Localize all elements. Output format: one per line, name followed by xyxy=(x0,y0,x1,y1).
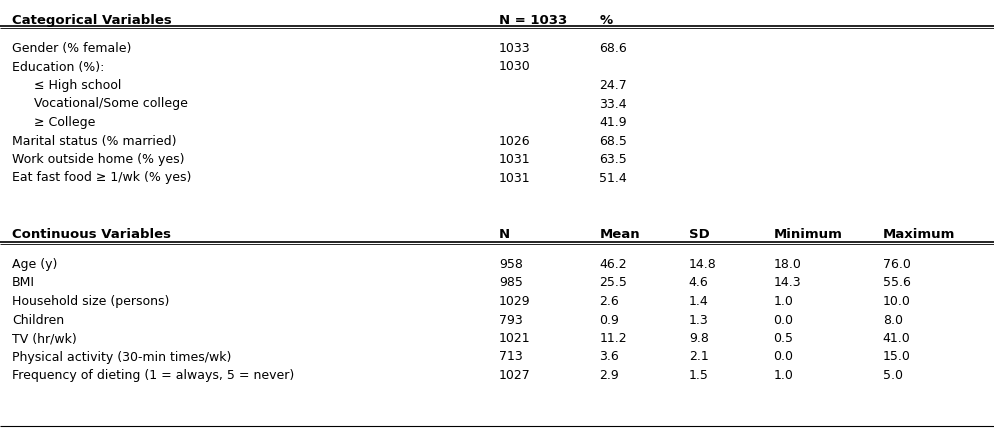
Text: BMI: BMI xyxy=(12,276,35,290)
Text: Education (%):: Education (%): xyxy=(12,60,104,74)
Text: ≤ High school: ≤ High school xyxy=(34,79,121,92)
Text: 3.6: 3.6 xyxy=(599,350,619,364)
Text: Marital status (% married): Marital status (% married) xyxy=(12,134,176,148)
Text: Children: Children xyxy=(12,314,64,326)
Text: 0.0: 0.0 xyxy=(773,350,793,364)
Text: Maximum: Maximum xyxy=(883,228,955,241)
Text: 713: 713 xyxy=(499,350,523,364)
Text: 41.0: 41.0 xyxy=(883,332,911,345)
Text: 11.2: 11.2 xyxy=(599,332,627,345)
Text: 68.6: 68.6 xyxy=(599,42,627,55)
Text: 15.0: 15.0 xyxy=(883,350,911,364)
Text: 8.0: 8.0 xyxy=(883,314,903,326)
Text: 51.4: 51.4 xyxy=(599,172,627,184)
Text: ≥ College: ≥ College xyxy=(34,116,95,129)
Text: 4.6: 4.6 xyxy=(689,276,709,290)
Text: 2.9: 2.9 xyxy=(599,369,619,382)
Text: 1031: 1031 xyxy=(499,153,531,166)
Text: Frequency of dieting (1 = always, 5 = never): Frequency of dieting (1 = always, 5 = ne… xyxy=(12,369,294,382)
Text: 14.3: 14.3 xyxy=(773,276,801,290)
Text: 18.0: 18.0 xyxy=(773,258,801,271)
Text: 0.0: 0.0 xyxy=(773,314,793,326)
Text: 793: 793 xyxy=(499,314,523,326)
Text: Work outside home (% yes): Work outside home (% yes) xyxy=(12,153,185,166)
Text: N = 1033: N = 1033 xyxy=(499,14,568,27)
Text: TV (hr/wk): TV (hr/wk) xyxy=(12,332,77,345)
Text: 1030: 1030 xyxy=(499,60,531,74)
Text: 55.6: 55.6 xyxy=(883,276,911,290)
Text: Minimum: Minimum xyxy=(773,228,842,241)
Text: 9.8: 9.8 xyxy=(689,332,709,345)
Text: 1027: 1027 xyxy=(499,369,531,382)
Text: 1.0: 1.0 xyxy=(773,369,793,382)
Text: 0.9: 0.9 xyxy=(599,314,619,326)
Text: 1031: 1031 xyxy=(499,172,531,184)
Text: 2.6: 2.6 xyxy=(599,295,619,308)
Text: N: N xyxy=(499,228,510,241)
Text: SD: SD xyxy=(689,228,710,241)
Text: 5.0: 5.0 xyxy=(883,369,903,382)
Text: 76.0: 76.0 xyxy=(883,258,911,271)
Text: Age (y): Age (y) xyxy=(12,258,58,271)
Text: 1029: 1029 xyxy=(499,295,531,308)
Text: Categorical Variables: Categorical Variables xyxy=(12,14,172,27)
Text: %: % xyxy=(599,14,612,27)
Text: 0.5: 0.5 xyxy=(773,332,793,345)
Text: Eat fast food ≥ 1/wk (% yes): Eat fast food ≥ 1/wk (% yes) xyxy=(12,172,191,184)
Text: 1.3: 1.3 xyxy=(689,314,709,326)
Text: 1033: 1033 xyxy=(499,42,531,55)
Text: 25.5: 25.5 xyxy=(599,276,627,290)
Text: 1026: 1026 xyxy=(499,134,531,148)
Text: 46.2: 46.2 xyxy=(599,258,627,271)
Text: 33.4: 33.4 xyxy=(599,98,627,110)
Text: 1.5: 1.5 xyxy=(689,369,709,382)
Text: Household size (persons): Household size (persons) xyxy=(12,295,169,308)
Text: 24.7: 24.7 xyxy=(599,79,627,92)
Text: 1.4: 1.4 xyxy=(689,295,709,308)
Text: 41.9: 41.9 xyxy=(599,116,627,129)
Text: Vocational/Some college: Vocational/Some college xyxy=(34,98,188,110)
Text: 958: 958 xyxy=(499,258,523,271)
Text: 10.0: 10.0 xyxy=(883,295,911,308)
Text: 2.1: 2.1 xyxy=(689,350,709,364)
Text: Physical activity (30-min times/wk): Physical activity (30-min times/wk) xyxy=(12,350,232,364)
Text: Gender (% female): Gender (% female) xyxy=(12,42,131,55)
Text: 1021: 1021 xyxy=(499,332,531,345)
Text: 63.5: 63.5 xyxy=(599,153,627,166)
Text: 68.5: 68.5 xyxy=(599,134,627,148)
Text: Continuous Variables: Continuous Variables xyxy=(12,228,171,241)
Text: 14.8: 14.8 xyxy=(689,258,717,271)
Text: Mean: Mean xyxy=(599,228,640,241)
Text: 985: 985 xyxy=(499,276,523,290)
Text: 1.0: 1.0 xyxy=(773,295,793,308)
